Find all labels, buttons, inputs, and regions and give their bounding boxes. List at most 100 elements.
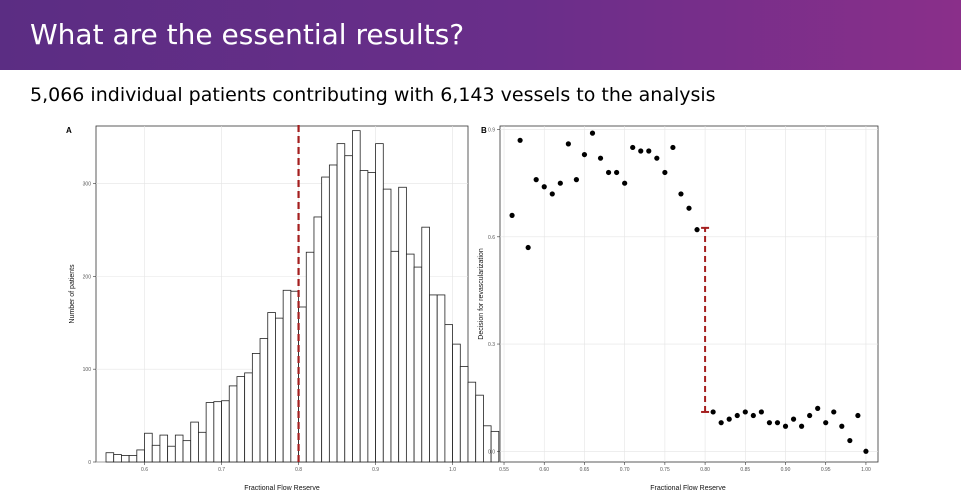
- x-tick-label: 0.8: [295, 467, 302, 473]
- scatter-point: [726, 416, 732, 422]
- y-axis-label-a: Number of patients: [69, 264, 76, 324]
- y-ticks-b: 0.0 0.3 0.6 0.9: [488, 128, 500, 455]
- histogram-bar: [421, 226, 430, 463]
- scatter-points: [509, 130, 869, 454]
- histogram-bar: [174, 434, 184, 463]
- scatter-point: [863, 448, 869, 454]
- x-tick-label: 0.6: [141, 467, 148, 473]
- histogram-bar: [359, 170, 369, 463]
- histogram-bar: [429, 294, 438, 463]
- scatter-point: [686, 205, 692, 211]
- scatter-point: [589, 130, 596, 136]
- scatter-point: [847, 437, 853, 444]
- histogram-bar: [121, 455, 130, 463]
- histogram-bar: [475, 394, 484, 463]
- scatter-point: [638, 148, 644, 154]
- scatter-point: [710, 409, 716, 415]
- y-tick-label: 200: [83, 274, 92, 280]
- histogram-bars: [105, 130, 500, 463]
- histogram-bar: [382, 188, 392, 463]
- histogram-bar: [182, 440, 192, 463]
- scatter-point: [581, 151, 588, 158]
- scatter-point: [790, 416, 797, 422]
- y-tick-label: 0.0: [488, 449, 495, 455]
- y-tick-label: 100: [83, 367, 92, 373]
- scatter-point: [565, 141, 571, 147]
- x-ticks-b: 0.55 0.60 0.65 0.70 0.75 0.80 0.85 0.90 0.95 1.00: [499, 462, 871, 473]
- scatter-point: [782, 423, 789, 429]
- scatter-point: [517, 137, 523, 143]
- slide-title: What are the essential results?: [30, 18, 465, 51]
- panel-label-a: A: [66, 126, 72, 135]
- histogram-bar: [290, 290, 299, 463]
- histogram-bar: [305, 251, 315, 463]
- scatter-point: [750, 412, 756, 419]
- x-tick-label: 0.70: [620, 467, 630, 473]
- x-tick-label: 0.90: [781, 467, 791, 473]
- histogram-bar: [352, 130, 361, 463]
- histogram-bar: [236, 376, 246, 463]
- scatter-point: [694, 227, 700, 233]
- scatter-point: [549, 191, 555, 197]
- scatter-point: [670, 144, 676, 151]
- scatter-point: [630, 144, 636, 151]
- histogram-bar: [190, 421, 199, 463]
- y-tick-label: 0.6: [488, 235, 495, 241]
- histogram-bar: [151, 444, 161, 463]
- x-tick-label: 0.55: [499, 467, 509, 473]
- histogram-bar: [436, 294, 446, 463]
- x-axis-label-a: Fractional Flow Reserve: [244, 485, 320, 492]
- scatter-point: [614, 169, 620, 176]
- title-banner: What are the essential results?: [0, 0, 961, 70]
- x-tick-label: 1.0: [449, 467, 456, 473]
- histogram-bar: [259, 338, 269, 463]
- histogram-bar: [113, 454, 122, 463]
- scatter-point: [823, 420, 829, 426]
- x-tick-label: 0.80: [700, 467, 710, 473]
- x-tick-label: 0.75: [660, 467, 670, 473]
- x-ticks-a: 0.6 0.7 0.8 0.9 1.0: [141, 462, 456, 473]
- histogram-bar: [298, 306, 307, 463]
- y-axis-label-b: Decision for revascularization: [478, 248, 485, 340]
- scatter-point: [509, 212, 515, 218]
- plot-frame-b: [499, 125, 879, 463]
- slide-subtitle: 5,066 individual patients contributing w…: [30, 84, 716, 106]
- histogram-bar: [205, 402, 215, 463]
- histogram-bar: [198, 431, 207, 463]
- scatter-point: [662, 169, 668, 176]
- scatter-point: [525, 244, 531, 251]
- y-tick-label: 0.3: [488, 342, 495, 348]
- x-tick-label: 1.00: [861, 467, 871, 473]
- chart-b-scatter: B 0.0 0.3 0.6 0.9 0.55 0.60 0.65 0.70 0.75 0.80 0…: [478, 125, 879, 492]
- scatter-point: [718, 420, 724, 426]
- histogram-bar: [390, 250, 400, 463]
- histogram-bar: [228, 385, 238, 463]
- y-tick-label: 0.9: [488, 128, 495, 134]
- histogram-bar: [144, 432, 153, 463]
- histogram-bar: [444, 324, 453, 463]
- scatter-point: [646, 148, 652, 154]
- scatter-point: [766, 420, 773, 426]
- scatter-point: [573, 177, 580, 183]
- histogram-bar: [398, 186, 407, 463]
- histogram-bar: [136, 449, 145, 463]
- scatter-point: [798, 423, 805, 429]
- scatter-point: [557, 180, 563, 186]
- histogram-bar: [159, 434, 169, 463]
- histogram-bar: [282, 289, 292, 463]
- gridlines-b: [500, 126, 878, 462]
- scatter-point: [541, 184, 547, 190]
- y-tick-label: 0: [88, 460, 91, 466]
- histogram-bar: [367, 172, 376, 463]
- scatter-point: [678, 191, 684, 197]
- scatter-point: [742, 409, 748, 415]
- histogram-bar: [267, 312, 276, 463]
- panel-label-b: B: [481, 126, 487, 135]
- scatter-point: [597, 155, 604, 161]
- histogram-bar: [105, 452, 115, 463]
- histogram-bar: [344, 155, 353, 463]
- histogram-bar: [275, 317, 284, 463]
- x-tick-label: 0.60: [539, 467, 549, 473]
- x-tick-label: 0.65: [580, 467, 590, 473]
- scatter-point: [839, 423, 845, 429]
